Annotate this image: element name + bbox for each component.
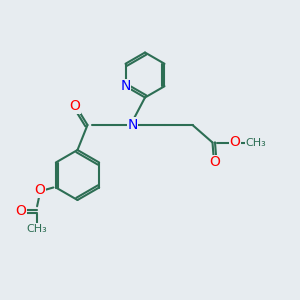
Text: N: N: [127, 118, 138, 132]
Text: O: O: [15, 204, 26, 218]
Text: CH₃: CH₃: [246, 137, 267, 148]
Text: O: O: [210, 155, 220, 170]
Text: CH₃: CH₃: [27, 224, 47, 234]
Text: O: O: [70, 99, 80, 113]
Text: N: N: [120, 79, 131, 93]
Text: O: O: [34, 183, 45, 197]
Text: O: O: [230, 136, 240, 149]
